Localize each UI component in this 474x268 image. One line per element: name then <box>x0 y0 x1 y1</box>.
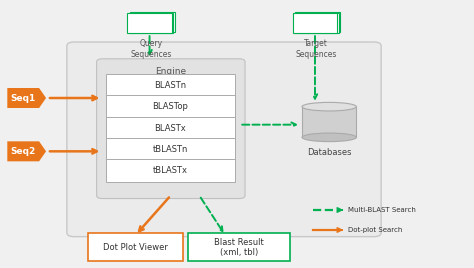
Text: Blast Result
(xml, tbl): Blast Result (xml, tbl) <box>215 238 264 257</box>
Text: BLASTop: BLASTop <box>153 102 188 111</box>
Text: Query
Sequences: Query Sequences <box>130 39 172 59</box>
FancyBboxPatch shape <box>106 138 235 161</box>
FancyBboxPatch shape <box>294 13 339 32</box>
Text: Engine: Engine <box>155 67 186 76</box>
Text: Databases: Databases <box>307 148 351 157</box>
Text: tBLASTx: tBLASTx <box>153 166 188 175</box>
Text: Dot Plot Viewer: Dot Plot Viewer <box>103 243 168 252</box>
Text: BLASTx: BLASTx <box>155 124 186 132</box>
Polygon shape <box>7 88 46 108</box>
Text: Seq2: Seq2 <box>10 147 36 156</box>
Ellipse shape <box>302 133 356 142</box>
FancyBboxPatch shape <box>292 13 337 33</box>
Polygon shape <box>7 141 46 161</box>
FancyBboxPatch shape <box>106 74 235 97</box>
FancyBboxPatch shape <box>128 13 173 32</box>
Text: Multi-BLAST Search: Multi-BLAST Search <box>348 207 416 213</box>
Text: Seq1: Seq1 <box>10 94 36 102</box>
FancyBboxPatch shape <box>130 12 175 32</box>
FancyBboxPatch shape <box>97 59 245 199</box>
FancyBboxPatch shape <box>188 233 291 261</box>
FancyBboxPatch shape <box>106 95 235 118</box>
FancyBboxPatch shape <box>88 233 183 261</box>
FancyBboxPatch shape <box>106 159 235 182</box>
Ellipse shape <box>302 102 356 111</box>
FancyBboxPatch shape <box>67 42 381 237</box>
Text: Dot-plot Search: Dot-plot Search <box>348 227 402 233</box>
Bar <box>302 107 356 137</box>
Text: BLASTn: BLASTn <box>155 81 186 90</box>
FancyBboxPatch shape <box>106 117 235 139</box>
FancyBboxPatch shape <box>295 12 340 32</box>
Text: Target
Sequences: Target Sequences <box>296 39 337 59</box>
Text: tBLASTn: tBLASTn <box>153 145 188 154</box>
FancyBboxPatch shape <box>127 13 172 33</box>
